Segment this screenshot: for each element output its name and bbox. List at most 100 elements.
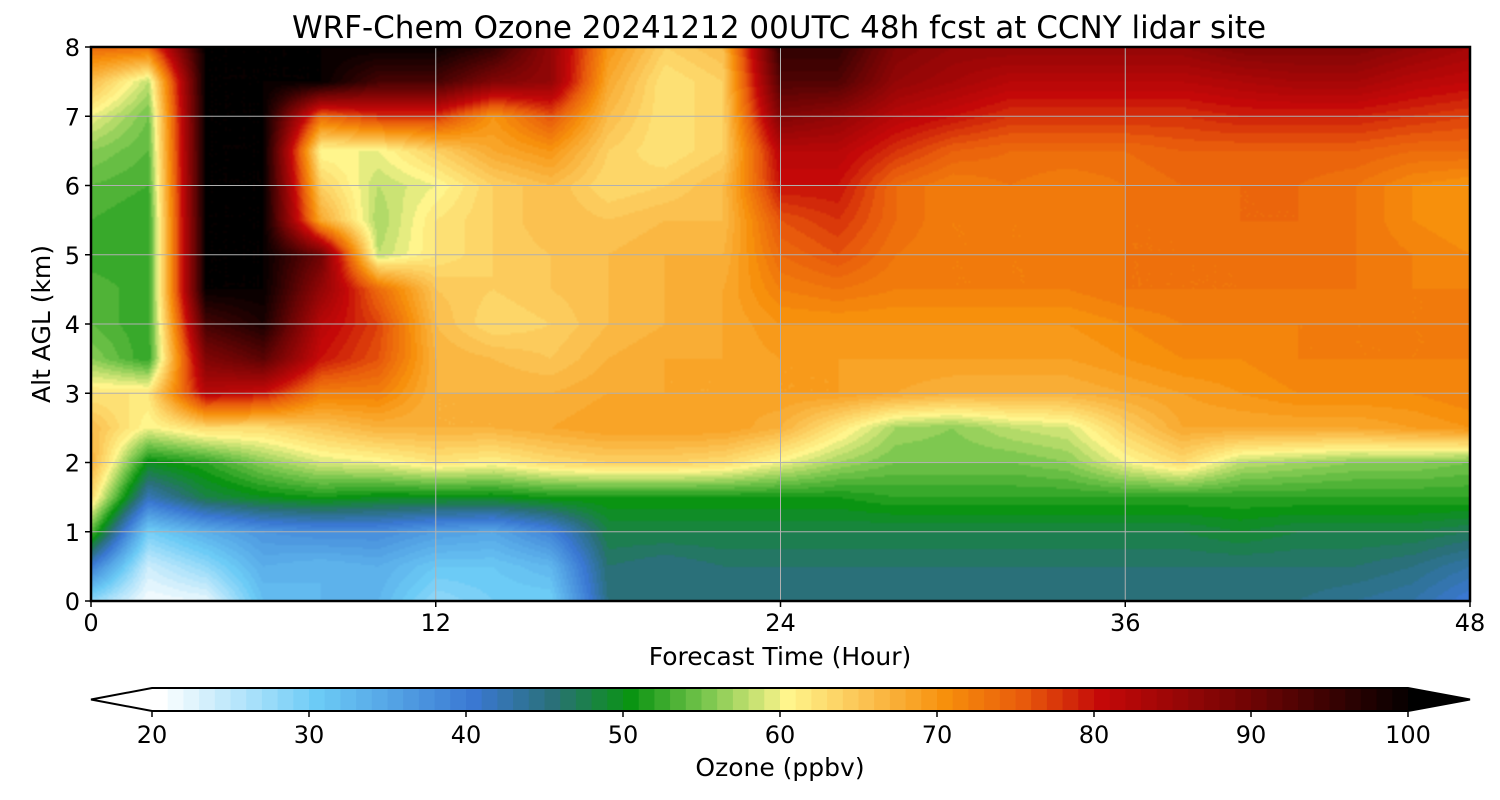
colorbar-swatch (418, 688, 436, 711)
y-tick-label: 1 (65, 519, 80, 547)
colorbar-swatch (858, 688, 875, 711)
colorbar-swatch (623, 688, 640, 711)
colorbar-swatch (1141, 688, 1158, 711)
colorbar-swatch (528, 688, 546, 711)
colorbar-swatch (183, 688, 200, 711)
colorbar-swatch (214, 688, 232, 711)
x-axis: 0 12 24 36 48 (83, 601, 1485, 637)
colorbar-swatch (591, 688, 608, 711)
colorbar-swatch (1046, 688, 1064, 711)
y-tick-label: 3 (65, 380, 80, 408)
colorbar-swatch (403, 688, 420, 711)
colorbar-tick-label: 40 (451, 721, 482, 749)
y-tick-label: 5 (65, 242, 80, 270)
chart-title: WRF-Chem Ozone 20241212 00UTC 48h fcst a… (292, 10, 1266, 46)
colorbar-swatch (513, 688, 530, 711)
colorbar-swatch (1219, 688, 1236, 711)
colorbar-swatch (1298, 688, 1315, 711)
colorbar-swatch (1376, 688, 1393, 711)
colorbar-swatch (685, 688, 703, 711)
colorbar-tick-label: 80 (1079, 721, 1110, 749)
colorbar-tick-label: 50 (608, 721, 639, 749)
y-axis: 0 1 2 3 4 5 6 7 8 (65, 34, 91, 616)
colorbar-swatch (481, 688, 498, 711)
colorbar-swatch (309, 688, 326, 711)
colorbar-swatch (889, 688, 907, 711)
colorbar-swatch (246, 688, 263, 711)
colorbar-swatch (1282, 688, 1299, 711)
colorbar-swatch (1078, 688, 1095, 711)
colorbar-swatch (984, 688, 1001, 711)
colorbar-swatch (1062, 688, 1079, 711)
colorbar-tick-label: 100 (1385, 721, 1431, 749)
colorbar-swatch (1235, 688, 1252, 711)
colorbar-swatch (560, 688, 577, 711)
colorbar-swatch (654, 688, 671, 711)
colorbar-swatch (1031, 688, 1048, 711)
colorbar-swatch (356, 688, 373, 711)
colorbar-tick-label: 20 (137, 721, 168, 749)
colorbar-swatch (230, 688, 247, 711)
colorbar-swatch (999, 688, 1017, 711)
colorbar-swatch (1094, 688, 1111, 711)
colorbar-swatch (638, 688, 655, 711)
colorbar-swatch (968, 688, 985, 711)
y-tick-label: 0 (65, 588, 80, 616)
colorbar-tick-label: 60 (765, 721, 796, 749)
colorbar-swatch (1329, 688, 1346, 711)
colorbar-swatch (795, 688, 812, 711)
colorbar-swatch (1156, 688, 1174, 711)
x-axis-label: Forecast Time (Hour) (649, 642, 912, 671)
colorbar-swatch (1015, 688, 1032, 711)
colorbar-swatch (387, 688, 404, 711)
colorbar-swatch (607, 688, 624, 711)
colorbar-swatch (842, 688, 860, 711)
colorbar-swatch (575, 688, 593, 711)
colorbar-swatch (371, 688, 389, 711)
colorbar-swatch (1188, 688, 1205, 711)
colorbar-swatch (340, 688, 357, 711)
colorbar-swatch (1313, 688, 1331, 711)
y-tick-label: 2 (65, 450, 80, 478)
colorbar-swatch (952, 688, 969, 711)
y-tick-label: 6 (65, 173, 80, 201)
colorbar: 20 30 40 50 60 70 80 90 100 (90, 687, 1471, 749)
y-axis-label: Alt AGL (km) (27, 245, 56, 403)
colorbar-swatch (780, 688, 797, 711)
colorbar-swatch (1109, 688, 1126, 711)
x-tick-label: 12 (420, 609, 451, 637)
colorbar-tick-label: 30 (294, 721, 325, 749)
colorbar-swatch (324, 688, 341, 711)
colorbar-swatch (1266, 688, 1283, 711)
colorbar-swatch (261, 688, 279, 711)
colorbar-swatch (921, 688, 938, 711)
colorbar-swatch (466, 688, 483, 711)
x-tick-label: 24 (765, 609, 796, 637)
colorbar-swatch (905, 688, 922, 711)
x-tick-label: 36 (1110, 609, 1141, 637)
colorbar-extend-max (1408, 688, 1470, 711)
colorbar-extend-min (91, 688, 152, 711)
colorbar-swatch (434, 688, 451, 711)
colorbar-swatch (670, 688, 687, 711)
colorbar-swatch (1172, 688, 1189, 711)
colorbar-swatch (497, 688, 514, 711)
colorbar-swatch (827, 688, 844, 711)
colorbar-swatch (167, 688, 184, 711)
colorbar-swatch (450, 688, 467, 711)
colorbar-swatch (874, 688, 891, 711)
colorbar-swatch (199, 688, 216, 711)
colorbar-swatch (1360, 688, 1378, 711)
colorbar-swatch (544, 688, 561, 711)
colorbar-swatch (748, 688, 765, 711)
colorbar-swatch (937, 688, 954, 711)
colorbar-swatch (732, 688, 750, 711)
colorbar-swatch (717, 688, 734, 711)
colorbar-swatch (1251, 688, 1268, 711)
colorbar-swatch (1392, 688, 1409, 711)
colorbar-swatch (1125, 688, 1142, 711)
colorbar-swatch (152, 688, 169, 711)
x-tick-label: 0 (83, 609, 98, 637)
colorbar-swatch (811, 688, 828, 711)
